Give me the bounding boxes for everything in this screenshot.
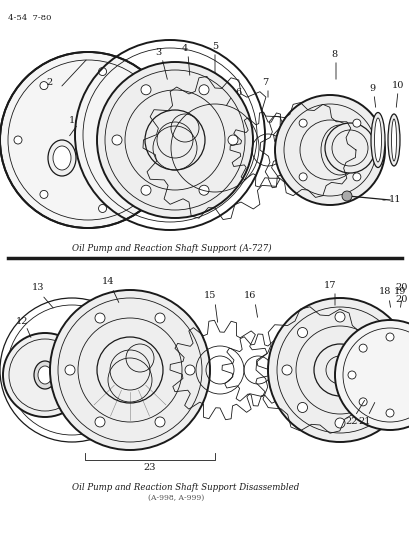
Circle shape xyxy=(141,85,151,95)
Text: 14: 14 xyxy=(101,278,114,287)
Text: 5: 5 xyxy=(211,42,218,51)
Text: Oil Pump and Reaction Shaft Support Disassembled: Oil Pump and Reaction Shaft Support Disa… xyxy=(72,483,299,492)
Text: 2: 2 xyxy=(47,77,53,86)
Ellipse shape xyxy=(48,140,76,176)
Circle shape xyxy=(98,68,106,76)
Text: 10: 10 xyxy=(391,80,403,90)
Ellipse shape xyxy=(38,366,52,384)
Circle shape xyxy=(0,52,175,228)
Text: 7: 7 xyxy=(261,77,267,86)
Circle shape xyxy=(385,333,393,341)
Text: 15: 15 xyxy=(203,290,216,300)
Text: Oil Pump and Reaction Shaft Support (A-727): Oil Pump and Reaction Shaft Support (A-7… xyxy=(72,244,271,253)
Circle shape xyxy=(395,342,403,350)
Circle shape xyxy=(299,119,306,127)
Circle shape xyxy=(352,119,360,127)
Circle shape xyxy=(198,185,209,195)
Circle shape xyxy=(274,95,384,205)
Ellipse shape xyxy=(373,118,380,162)
Circle shape xyxy=(297,327,307,337)
Circle shape xyxy=(40,190,48,198)
Text: 22: 22 xyxy=(345,417,357,426)
Text: 12: 12 xyxy=(16,318,28,327)
Text: 6: 6 xyxy=(234,87,240,96)
Circle shape xyxy=(112,135,122,145)
Circle shape xyxy=(184,365,195,375)
Text: 13: 13 xyxy=(31,284,44,293)
Circle shape xyxy=(347,371,355,379)
Circle shape xyxy=(97,62,252,218)
Text: 8: 8 xyxy=(330,50,336,59)
Text: 4-54  7-80: 4-54 7-80 xyxy=(8,14,51,22)
Circle shape xyxy=(371,402,382,413)
Circle shape xyxy=(198,85,209,95)
Circle shape xyxy=(334,312,344,322)
Circle shape xyxy=(371,327,382,337)
Text: 18: 18 xyxy=(378,287,390,296)
Circle shape xyxy=(146,168,154,176)
Circle shape xyxy=(227,135,237,145)
Circle shape xyxy=(342,348,386,392)
Text: 9: 9 xyxy=(368,84,374,93)
Circle shape xyxy=(65,365,75,375)
Circle shape xyxy=(267,298,409,442)
Text: 16: 16 xyxy=(243,290,256,300)
Text: (A-998, A-999): (A-998, A-999) xyxy=(148,494,204,502)
Text: 4: 4 xyxy=(182,44,188,52)
Circle shape xyxy=(299,173,306,181)
Text: 17: 17 xyxy=(323,280,335,289)
Text: 20: 20 xyxy=(395,295,407,304)
Text: 11: 11 xyxy=(388,196,400,205)
Text: 20: 20 xyxy=(394,284,407,293)
Text: 19: 19 xyxy=(393,287,405,296)
Circle shape xyxy=(95,313,105,323)
Circle shape xyxy=(387,365,397,375)
Circle shape xyxy=(98,205,106,213)
Circle shape xyxy=(385,409,393,417)
Ellipse shape xyxy=(373,349,385,391)
Ellipse shape xyxy=(53,146,71,170)
Circle shape xyxy=(334,418,344,428)
Ellipse shape xyxy=(389,356,393,384)
Circle shape xyxy=(14,136,22,144)
Circle shape xyxy=(324,123,374,173)
Circle shape xyxy=(155,313,164,323)
Ellipse shape xyxy=(391,119,396,161)
Circle shape xyxy=(281,365,291,375)
Circle shape xyxy=(352,173,360,181)
Circle shape xyxy=(141,185,151,195)
Circle shape xyxy=(146,104,154,112)
Circle shape xyxy=(50,290,209,450)
Circle shape xyxy=(358,398,366,406)
Ellipse shape xyxy=(370,112,384,167)
Circle shape xyxy=(297,402,307,413)
Ellipse shape xyxy=(34,361,56,389)
Ellipse shape xyxy=(376,354,382,386)
Text: 3: 3 xyxy=(155,47,161,56)
Ellipse shape xyxy=(387,114,399,166)
Ellipse shape xyxy=(386,351,396,389)
Circle shape xyxy=(40,82,48,90)
Circle shape xyxy=(155,417,164,427)
Circle shape xyxy=(3,333,87,417)
Text: 21: 21 xyxy=(358,417,370,426)
Circle shape xyxy=(387,342,395,350)
Circle shape xyxy=(95,417,105,427)
Circle shape xyxy=(358,344,366,352)
Text: 1: 1 xyxy=(69,116,75,125)
Text: 23: 23 xyxy=(144,464,156,472)
Circle shape xyxy=(341,191,351,201)
Circle shape xyxy=(334,320,409,430)
